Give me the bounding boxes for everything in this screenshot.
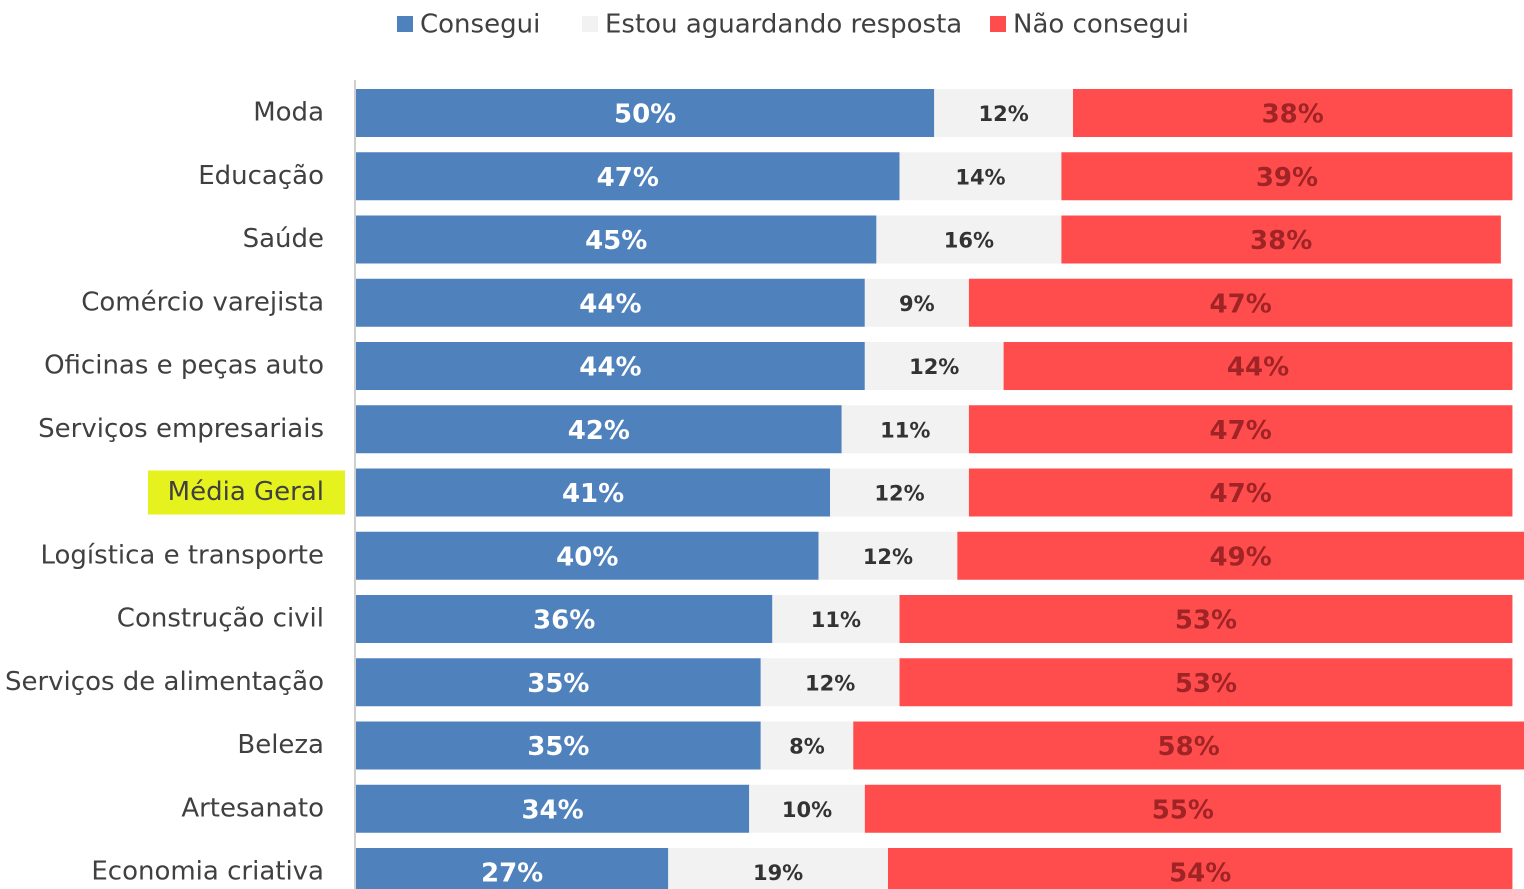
bar-segment (356, 152, 900, 201)
data-label: 47% (1210, 289, 1272, 319)
y-tick-label: Saúde (243, 224, 324, 254)
y-tick-label: Beleza (237, 730, 324, 760)
bar-segment (356, 89, 935, 137)
bar-segment (356, 278, 865, 327)
y-tick-label: Economia criativa (91, 857, 324, 887)
data-label: 12% (805, 671, 855, 695)
bar-segment (1072, 89, 1513, 137)
bar-segment (1061, 152, 1513, 201)
data-label: 42% (568, 416, 630, 446)
y-tick-label: Comércio varejista (81, 287, 324, 317)
data-label: 40% (556, 542, 618, 572)
legend-swatch (397, 16, 413, 32)
data-label: 39% (1256, 163, 1318, 193)
bar-segment (899, 658, 1513, 707)
data-label: 50% (614, 100, 676, 130)
bar-segment (356, 342, 865, 390)
bar-segment (356, 658, 761, 707)
y-tick-label: Oficinas e peças auto (44, 351, 324, 381)
y-tick-label: Moda (253, 98, 324, 128)
bar-segment (1061, 215, 1501, 264)
bar-segment (356, 595, 773, 643)
data-label: 54% (1169, 859, 1231, 889)
data-label: 12% (909, 355, 959, 379)
data-label: 45% (585, 226, 647, 256)
data-label: 12% (874, 482, 924, 506)
data-label: 35% (527, 732, 589, 762)
data-label: 11% (880, 418, 930, 442)
y-tick-label: Serviços empresariais (38, 414, 324, 444)
data-label: 58% (1158, 732, 1220, 762)
data-label: 44% (1227, 353, 1289, 383)
y-tick-label: Artesanato (181, 793, 324, 823)
bar-segment (356, 215, 877, 264)
legend-swatch (990, 16, 1006, 32)
bar-segment (876, 215, 1062, 264)
bar-segment (356, 721, 761, 770)
bar-segment (899, 595, 1513, 643)
y-tick-label: Logística e transporte (40, 540, 324, 570)
bar-segment (668, 848, 888, 889)
bar-segment (887, 848, 1513, 889)
y-tick-label: Média Geral (168, 477, 324, 507)
data-label: 34% (521, 795, 583, 825)
legend-label: Estou aguardando resposta (605, 10, 962, 40)
data-label: 12% (863, 545, 913, 569)
bar-segment (772, 595, 900, 643)
data-label: 8% (789, 735, 825, 759)
data-label: 47% (597, 163, 659, 193)
data-label: 44% (579, 353, 641, 383)
data-label: 49% (1210, 542, 1272, 572)
bar-segment (864, 784, 1501, 833)
legend-label: Não consegui (1013, 10, 1189, 40)
y-tick-label: Educação (198, 161, 324, 191)
bar-segment (356, 848, 669, 889)
data-label: 38% (1262, 100, 1324, 130)
data-label: 11% (811, 608, 861, 632)
bar-segment (957, 531, 1524, 580)
y-tick-label: Serviços de alimentação (5, 667, 324, 697)
bar-segment (864, 342, 1004, 390)
bar-segment (356, 784, 750, 833)
bar-segment (841, 405, 969, 454)
data-label: 47% (1210, 416, 1272, 446)
bar-segment (749, 784, 865, 833)
data-label: 53% (1175, 669, 1237, 699)
bar-segment (864, 278, 969, 327)
legend-swatch (582, 16, 598, 32)
data-label: 44% (579, 289, 641, 319)
bar-segment (899, 152, 1062, 201)
bar-segment (934, 89, 1073, 137)
bar-segment (356, 531, 819, 580)
highlight-box (148, 470, 345, 515)
data-label: 55% (1152, 795, 1214, 825)
legend-label: Consegui (420, 10, 540, 40)
y-tick-label: Construção civil (117, 604, 324, 634)
bar-segment (760, 721, 854, 770)
data-label: 38% (1250, 226, 1312, 256)
bar-segment (356, 405, 842, 454)
bar-segment (853, 721, 1524, 770)
bar-segment (356, 468, 831, 517)
bar-segment (968, 468, 1513, 517)
bar-segment (830, 468, 969, 517)
data-label: 35% (527, 669, 589, 699)
data-label: 53% (1175, 606, 1237, 636)
data-label: 36% (533, 606, 595, 636)
data-label: 14% (955, 165, 1005, 189)
data-label: 19% (753, 861, 803, 885)
data-label: 47% (1210, 479, 1272, 509)
bar-segment (1003, 342, 1513, 390)
bar-segment (968, 278, 1513, 327)
bar-segment (760, 658, 900, 707)
data-label: 10% (782, 798, 832, 822)
data-label: 12% (978, 102, 1028, 126)
bar-segment (818, 531, 958, 580)
bar-segment (968, 405, 1513, 454)
data-label: 9% (899, 292, 935, 316)
data-label: 16% (944, 229, 994, 253)
data-label: 27% (481, 859, 543, 889)
data-label: 41% (562, 479, 624, 509)
